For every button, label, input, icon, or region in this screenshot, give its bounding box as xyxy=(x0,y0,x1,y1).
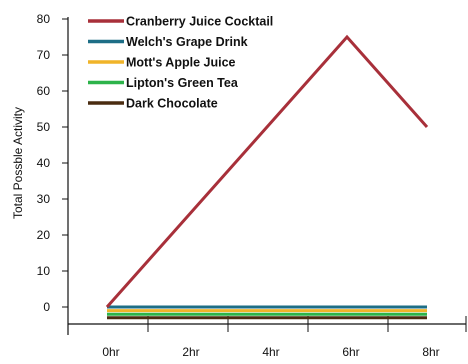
legend-label: Mott's Apple Juice xyxy=(126,56,236,70)
x-tick-label: 8hr xyxy=(422,345,439,359)
series-line-0 xyxy=(105,34,429,308)
y-tick-label: 30 xyxy=(37,192,51,206)
x-tick-label: 6hr xyxy=(342,345,359,359)
y-tick-label: 60 xyxy=(37,84,51,98)
y-tick-label: 20 xyxy=(37,228,51,242)
y-tick-label: 0 xyxy=(43,300,50,314)
x-tick-label: 0hr xyxy=(102,345,119,359)
legend: Cranberry Juice Cocktail Welch's Grape Dr… xyxy=(88,15,273,111)
y-tick-label: 40 xyxy=(37,156,51,170)
y-tick-label: 80 xyxy=(37,12,51,26)
y-axis-title: Total Possble Activity xyxy=(11,107,25,219)
x-tick-label: 2hr xyxy=(182,345,199,359)
x-axis: 0hr 2hr 4hr 6hr 8hr xyxy=(67,316,467,359)
series-lines xyxy=(105,34,429,320)
y-axis: 0 10 20 30 40 50 60 70 80 xyxy=(37,12,69,335)
legend-label: Dark Chocolate xyxy=(126,97,218,111)
y-tick-label: 10 xyxy=(37,264,51,278)
legend-label: Lipton's Green Tea xyxy=(126,76,239,90)
y-tick-label: 50 xyxy=(37,120,51,134)
x-tick-label: 4hr xyxy=(262,345,279,359)
y-tick-label: 70 xyxy=(37,48,51,62)
legend-label: Cranberry Juice Cocktail xyxy=(126,15,273,29)
legend-label: Welch's Grape Drink xyxy=(126,35,248,49)
